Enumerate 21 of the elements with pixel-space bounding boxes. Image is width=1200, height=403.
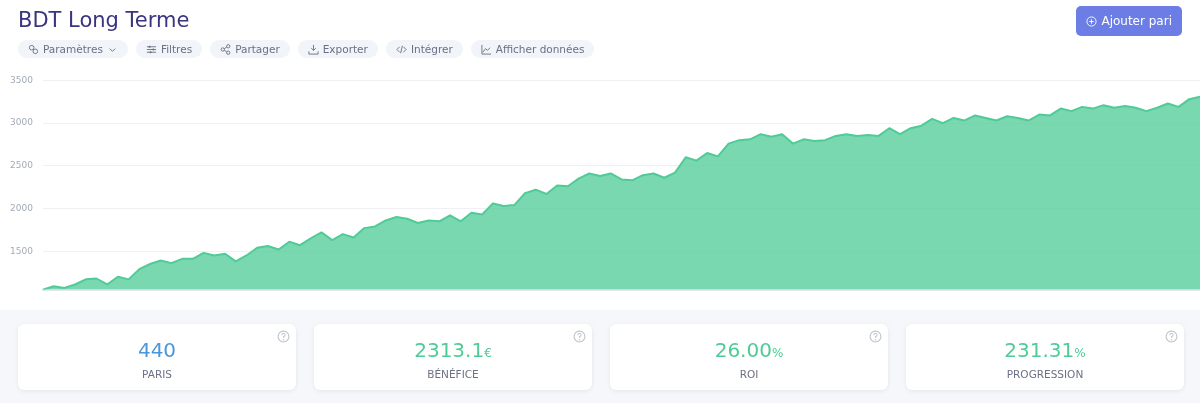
category-label: PROGRESSION [1005, 368, 1085, 380]
category-label: BÉNÉFICE [426, 368, 480, 380]
y-tick-label: 3500 [10, 74, 34, 85]
text: Intégrer [410, 43, 453, 55]
y-tick-label: 3000 [10, 117, 34, 128]
category-label: PARIS [141, 368, 173, 380]
text: Ajouter pari [1101, 14, 1172, 28]
chart-title: BDT Long Terme [18, 8, 190, 32]
text: Exporter [322, 43, 368, 55]
text: 26.00% [714, 338, 784, 362]
text: Paramètres [43, 43, 103, 55]
y-tick-label: 2000 [10, 202, 34, 213]
category-label: ROI [738, 368, 760, 380]
text: 2313.1€ [414, 338, 492, 362]
text: Filtres [160, 43, 193, 55]
text: Afficher données [495, 43, 585, 55]
text: 440 [137, 338, 177, 362]
text: 231.31% [1004, 338, 1086, 362]
y-tick-label: 1500 [10, 245, 34, 256]
text: Partager [235, 43, 280, 55]
y-tick-label: 2500 [10, 160, 34, 171]
